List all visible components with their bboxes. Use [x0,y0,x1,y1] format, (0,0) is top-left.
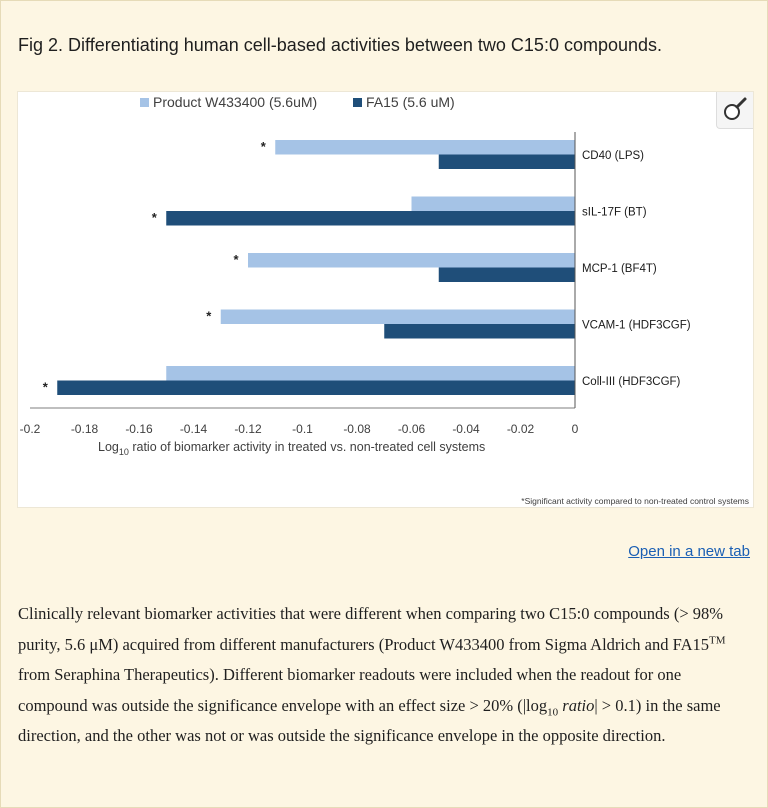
x-tick-label: -0.14 [180,422,208,436]
figure-caption: Clinically relevant biomarker activities… [18,604,726,745]
legend-swatch-fa15 [353,98,362,107]
chart-legend: Product W433400 (5.6uM) FA15 (5.6 uM) [140,94,455,110]
legend-label-fa15: FA15 (5.6 uM) [366,94,455,110]
x-tick-label: -0.08 [343,422,371,436]
bar-chart: Product W433400 (5.6uM) FA15 (5.6 uM) **… [20,94,749,506]
figure-image[interactable]: Product W433400 (5.6uM) FA15 (5.6 uM) * *… [17,91,754,508]
category-label: sIL-17F (BT) [582,207,647,219]
bar-product-3 [220,309,575,324]
significance-star: * [43,380,49,395]
zoom-button[interactable] [716,92,753,129]
bar-fa15-4 [57,380,575,395]
bar-fa15-2 [438,267,575,282]
category-label: CD40 (LPS) [582,150,644,162]
legend-label-product: Product W433400 (5.6uM) [153,94,317,110]
x-tick-label: -0.18 [71,422,99,436]
bar-product-2 [248,253,575,268]
x-tick-label: -0.04 [452,422,480,436]
magnifier-icon [724,97,747,120]
significance-star: * [233,252,239,267]
category-label: VCAM-1 (HDF3CGF) [582,320,691,332]
significance-markers: * * * * * [43,139,267,395]
bar-product-4 [166,366,575,381]
bar-fa15-0 [438,154,575,169]
x-tick-label: -0.06 [398,422,426,436]
figure-title: Fig 2. Differentiating human cell-based … [18,35,663,55]
legend-swatch-product [140,98,149,107]
bar-fa15-3 [384,324,575,339]
bars-group [57,140,575,395]
category-labels: CD40 (LPS) sIL-17F (BT) MCP-1 (BF4T) VCAM-1… [582,150,691,388]
bar-product-0 [275,140,575,155]
significance-star: * [261,139,267,154]
x-tick-label: -0.16 [125,422,153,436]
x-tick-label: -0.1 [292,422,313,436]
x-tick-label: -0.12 [234,422,262,436]
x-tick-labels: -0.2 -0.18 -0.16 -0.14 -0.12 -0.1 -0.08 -0.06 -0… [20,422,579,436]
x-tick-label: -0.2 [20,422,41,436]
significance-star: * [206,309,212,324]
x-tick-label: 0 [572,422,579,436]
x-tick-label: -0.02 [507,422,535,436]
significance-star: * [152,210,158,225]
category-label: MCP-1 (BF4T) [582,263,657,275]
chart-footnote: *Significant activity compared to non-tr… [521,496,749,506]
category-label: Coll-III (HDF3CGF) [582,376,681,388]
bar-fa15-1 [166,211,575,226]
open-in-new-tab-link[interactable]: Open in a new tab [628,543,750,560]
bar-product-1 [411,196,575,211]
x-axis-title: Log10 ratio of biomarker activity in tre… [98,440,485,457]
